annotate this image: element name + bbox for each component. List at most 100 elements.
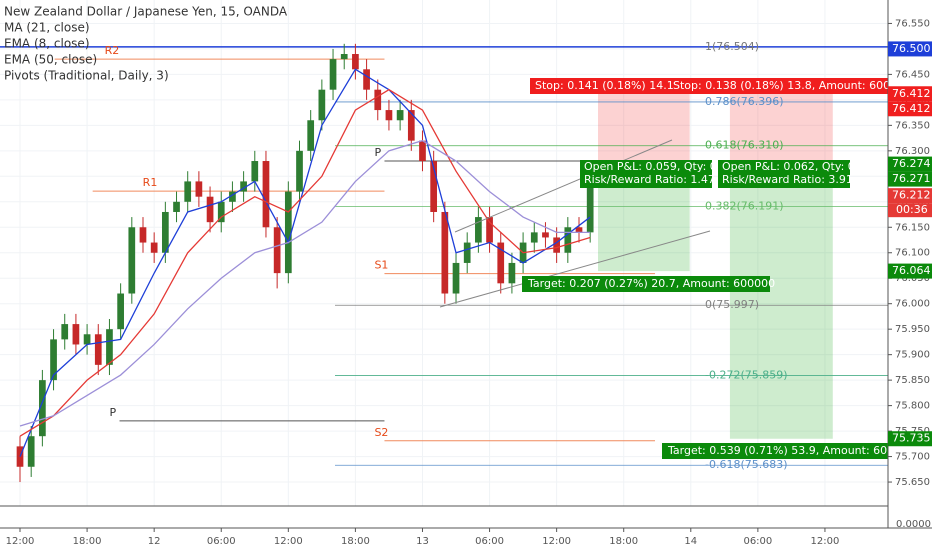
pivot-label: P — [110, 406, 117, 419]
candle-body — [296, 150, 303, 192]
chart-title: New Zealand Dollar / Japanese Yen, 15, O… — [4, 5, 288, 19]
x-tick-label: 06:00 — [207, 536, 236, 547]
candle-body — [407, 110, 415, 141]
x-tick-label: 18:00 — [609, 536, 638, 547]
candle-body — [419, 140, 426, 162]
candle-body — [72, 324, 80, 345]
price-badge — [888, 41, 932, 57]
price-badge — [888, 188, 932, 204]
fib-label: -0.272(75.859) — [705, 369, 788, 382]
candle-body — [564, 227, 572, 253]
y-tick-label: 76.450 — [895, 69, 930, 80]
price-badge — [888, 156, 932, 172]
x-tick-label: 18:00 — [341, 536, 370, 547]
indicator-line — [19, 68, 591, 457]
indicator-line — [19, 139, 591, 427]
candle-body — [27, 436, 35, 467]
price-badge-label: 76.064 — [892, 264, 931, 277]
y-tick-label: 76.050 — [895, 273, 930, 284]
candle-body — [173, 201, 180, 212]
y-tick-label: 75.800 — [895, 401, 930, 412]
pnl-label: Open P&L: 0.059, Qty: 0 — [584, 160, 717, 173]
candle-body — [117, 293, 124, 330]
candle-body — [229, 191, 236, 202]
indicator: EMA (8, close) — [4, 37, 90, 51]
labels: Stop: 0.141 (0.18%) 14.1 Stop: 0.138 (0.… — [522, 78, 904, 459]
candle-body — [542, 232, 549, 238]
candle-body — [217, 201, 225, 223]
fib-label: -0.618(75.683) — [705, 458, 788, 471]
candle-body — [262, 161, 270, 228]
price-badge-label: 75.735 — [892, 432, 931, 445]
candle-body — [206, 196, 214, 223]
pivot-label: R1 — [143, 176, 158, 189]
candle-body — [508, 262, 516, 284]
target-label-bg — [662, 443, 888, 459]
candle-body — [530, 232, 538, 243]
x-tick-label: 14 — [684, 536, 697, 547]
candle-body — [50, 339, 57, 381]
y-tick-label: 75.700 — [895, 452, 930, 463]
candle-body — [463, 242, 471, 263]
stop-label: Stop: 0.138 (0.18%) 13.8, Amount: 60000 — [673, 79, 904, 92]
candle-body — [575, 227, 583, 233]
axes: 75.65075.70075.75075.80075.85075.90075.9… — [6, 18, 932, 547]
indicator: Pivots (Traditional, Daily, 3) — [4, 69, 169, 83]
marks — [16, 43, 594, 483]
fib-label: 0.786(76.396) — [705, 95, 784, 108]
candle-body — [284, 191, 292, 274]
x-tick-label: 12:00 — [6, 536, 35, 547]
candle-body — [139, 227, 147, 243]
candle-body — [195, 181, 203, 197]
candle-body — [161, 211, 169, 253]
candle-body — [94, 334, 102, 365]
candle-body — [486, 217, 493, 243]
candle-body — [374, 89, 382, 111]
candle-body — [497, 242, 505, 284]
channel-top — [454, 139, 673, 233]
price-badge-label: 76.412 — [892, 87, 931, 100]
candle-body — [363, 69, 370, 90]
price-badge-label: 76.500 — [892, 42, 931, 55]
pivot-label: S1 — [374, 259, 388, 272]
candle-body — [329, 59, 337, 90]
candle-body — [318, 89, 326, 121]
target-label-bg — [522, 276, 770, 292]
y-tick-label: 76.350 — [895, 120, 930, 131]
price-badge-label: 76.271 — [892, 172, 931, 185]
pnl-label-bg — [580, 160, 712, 188]
candle-body — [150, 242, 158, 253]
y-tick-label: 75.850 — [895, 375, 930, 386]
y-tick-label: 76.150 — [895, 222, 930, 233]
price-badge — [888, 171, 932, 187]
candle-body — [184, 181, 192, 202]
candle-body — [251, 161, 259, 182]
y-tick-label: 75.950 — [895, 324, 930, 335]
price-badge — [888, 263, 932, 279]
x-tick-label: 06:00 — [743, 536, 772, 547]
candle-body — [553, 237, 560, 253]
lower-pane-label: 0.0000 — [896, 519, 931, 530]
stop-label-bg — [530, 78, 888, 94]
pnl-label: Open P&L: 0.062, Qty: 0 — [722, 160, 855, 173]
x-tick-label: 12:00 — [811, 536, 840, 547]
price-badge — [888, 431, 932, 447]
candle-body — [475, 217, 482, 243]
candle-body — [430, 161, 438, 212]
price-badge-label: 76.274 — [892, 157, 931, 170]
candle-body — [385, 110, 393, 121]
y-tick-label: 76.300 — [895, 146, 930, 157]
candle-body — [128, 227, 136, 294]
pivot-label: S2 — [374, 426, 388, 439]
candle-body — [396, 110, 404, 121]
countdown-bg — [888, 203, 932, 218]
candle-body — [61, 324, 69, 340]
target-label: Target: 0.207 (0.27%) 20.7, Amount: 6000… — [527, 277, 775, 290]
x-tick-label: 12:00 — [274, 536, 303, 547]
candle-body — [39, 380, 46, 437]
stop-zone — [597, 93, 690, 166]
y-tick-label: 76.000 — [895, 299, 930, 310]
stop-label: Stop: 0.141 (0.18%) 14.1 — [535, 79, 674, 92]
indicator: MA (21, close) — [4, 21, 90, 35]
